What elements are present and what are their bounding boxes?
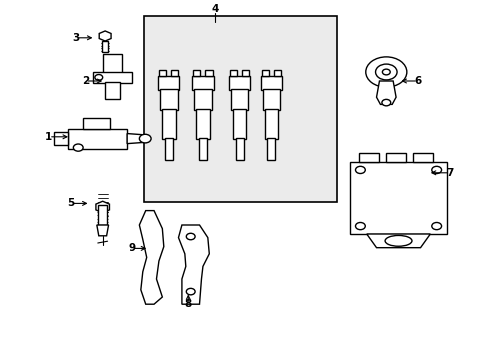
Bar: [164, 138, 172, 160]
Bar: [105, 82, 120, 99]
Bar: [235, 138, 243, 160]
Bar: [260, 76, 282, 90]
Bar: [261, 70, 268, 76]
Bar: [160, 89, 177, 110]
Text: 6: 6: [414, 76, 421, 86]
Circle shape: [186, 233, 195, 240]
Bar: [267, 138, 275, 160]
Circle shape: [375, 64, 396, 80]
Bar: [98, 205, 107, 225]
Bar: [349, 162, 447, 234]
Circle shape: [73, 144, 83, 151]
Bar: [242, 70, 249, 76]
Polygon shape: [376, 81, 395, 104]
Circle shape: [431, 222, 441, 230]
Bar: [359, 153, 378, 162]
Circle shape: [355, 166, 365, 174]
Text: 7: 7: [445, 168, 453, 178]
Polygon shape: [68, 129, 127, 149]
Bar: [171, 70, 178, 76]
Bar: [199, 138, 206, 160]
Polygon shape: [127, 134, 146, 144]
Polygon shape: [366, 234, 429, 248]
Polygon shape: [99, 31, 111, 41]
Polygon shape: [97, 225, 108, 236]
Bar: [273, 70, 281, 76]
Bar: [230, 89, 248, 110]
Circle shape: [186, 288, 195, 295]
Bar: [228, 76, 250, 90]
Circle shape: [365, 57, 406, 87]
Polygon shape: [93, 72, 132, 83]
Bar: [229, 70, 237, 76]
Text: 3: 3: [72, 33, 79, 43]
Bar: [193, 70, 200, 76]
Text: 9: 9: [128, 243, 135, 253]
Text: 1: 1: [45, 132, 52, 142]
Bar: [192, 76, 213, 90]
Polygon shape: [96, 201, 109, 213]
Bar: [264, 109, 278, 139]
Bar: [162, 109, 175, 139]
Bar: [196, 109, 209, 139]
Circle shape: [382, 69, 389, 75]
Bar: [144, 16, 337, 202]
Text: 5: 5: [67, 198, 74, 208]
Bar: [83, 118, 110, 129]
Bar: [205, 70, 212, 76]
Polygon shape: [139, 211, 163, 304]
Text: 8: 8: [184, 299, 191, 309]
Bar: [194, 89, 211, 110]
Circle shape: [431, 166, 441, 174]
Bar: [158, 76, 179, 90]
Polygon shape: [54, 132, 68, 145]
Bar: [412, 153, 432, 162]
Circle shape: [139, 134, 151, 143]
Bar: [102, 41, 108, 52]
Ellipse shape: [384, 235, 411, 246]
Bar: [262, 89, 280, 110]
Circle shape: [95, 75, 102, 80]
Bar: [102, 54, 122, 74]
Circle shape: [355, 222, 365, 230]
Polygon shape: [178, 225, 209, 304]
Text: 4: 4: [211, 4, 219, 14]
Bar: [386, 153, 405, 162]
Circle shape: [381, 99, 390, 106]
Bar: [232, 109, 246, 139]
Bar: [159, 70, 166, 76]
Text: 2: 2: [82, 76, 89, 86]
